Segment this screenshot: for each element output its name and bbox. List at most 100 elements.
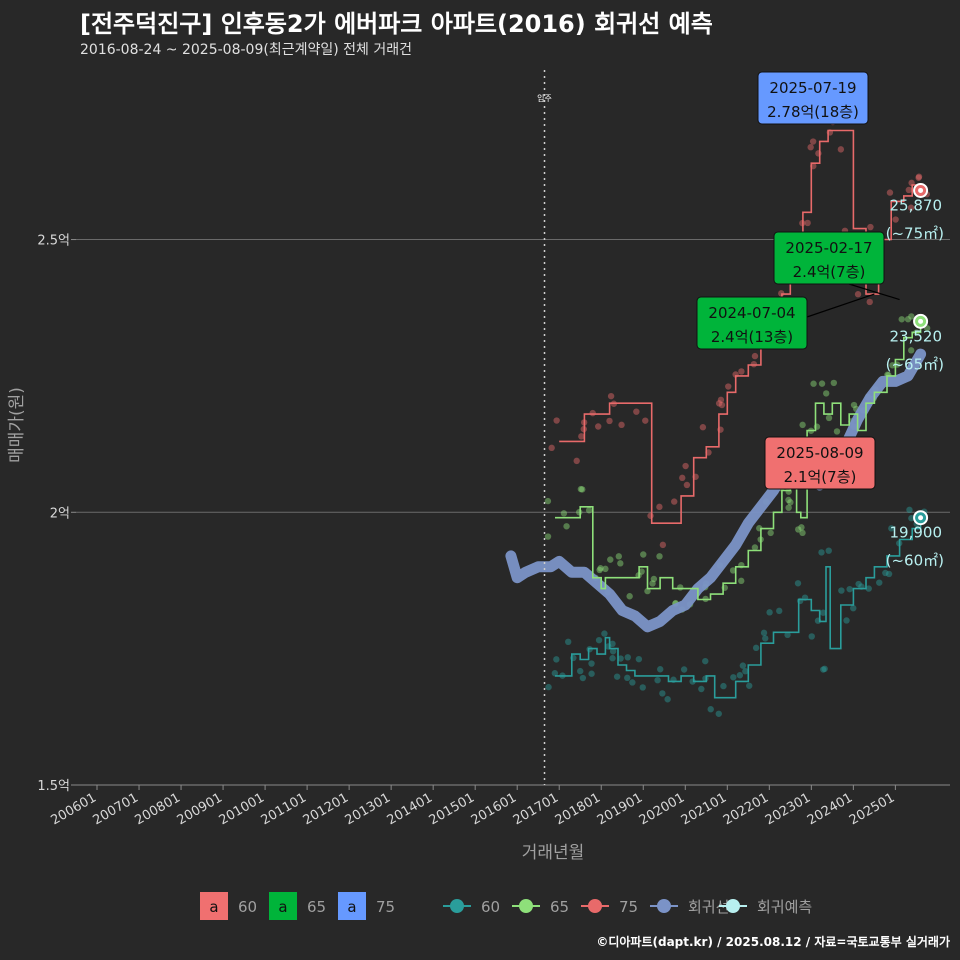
scatter-point: [889, 362, 896, 369]
scatter-point: [588, 660, 595, 667]
scatter-point: [617, 560, 624, 567]
scatter-point: [906, 506, 913, 514]
scatter-point: [905, 186, 913, 194]
scatter-point: [618, 421, 625, 429]
legend-glyph: a: [347, 898, 356, 916]
scatter-point: [787, 499, 794, 506]
scatter-point: [654, 676, 661, 684]
x-tick-label: 200701: [91, 790, 141, 828]
x-tick-label: 201701: [511, 790, 561, 828]
scatter-point: [776, 607, 783, 615]
scatter-point: [585, 507, 593, 514]
scatter-points: [544, 117, 931, 717]
scatter-point: [750, 360, 758, 368]
scatter-point: [639, 684, 646, 691]
scatter-point: [729, 567, 737, 574]
scatter-point: [798, 524, 805, 531]
annotation-value: 2.1억(7층): [784, 468, 857, 486]
scatter-point: [647, 512, 654, 519]
scatter-point: [888, 525, 895, 532]
end-area-label-75: (~75㎡): [886, 224, 944, 242]
scatter-point: [838, 587, 845, 594]
x-tick-label: 201601: [469, 790, 519, 828]
x-tick-label: 201301: [343, 790, 393, 828]
scatter-point: [908, 313, 915, 320]
scatter-point: [578, 433, 585, 440]
scatter-point: [576, 508, 583, 516]
scatter-point: [635, 655, 643, 663]
legend-dot-1: [519, 899, 533, 913]
scatter-point: [799, 529, 806, 537]
y-axis-title: 매매가(원): [7, 387, 27, 463]
legend-dot-3: [657, 899, 671, 913]
scatter-point: [760, 629, 768, 637]
scatter-point: [746, 682, 753, 689]
scatter-point: [715, 400, 723, 407]
scatter-point: [825, 414, 833, 422]
scatter-point: [820, 609, 827, 616]
scatter-point: [818, 380, 826, 387]
series-line-60: [555, 517, 922, 699]
scatter-point: [609, 655, 616, 662]
scatter-point: [854, 291, 862, 298]
x-tick-label: 201001: [217, 790, 267, 828]
scatter-point: [810, 380, 817, 387]
scatter-point: [607, 392, 615, 400]
scatter-point: [679, 474, 686, 482]
scatter-point: [595, 423, 602, 430]
legend-glyph: a: [209, 898, 218, 916]
scatter-point: [738, 577, 745, 585]
x-tick-label: 202201: [721, 790, 771, 828]
scatter-point: [720, 682, 727, 690]
scatter-point: [830, 379, 838, 387]
annotation-box: [764, 436, 876, 490]
scatter-point: [818, 549, 825, 556]
scatter-point: [730, 674, 737, 681]
scatter-point: [553, 656, 560, 663]
scatter-point: [613, 673, 621, 680]
scatter-point: [659, 541, 667, 549]
scatter-point: [682, 462, 689, 470]
scatter-point: [738, 368, 745, 375]
scatter-point: [807, 144, 814, 151]
scatter-point: [560, 510, 568, 517]
scatter-point: [882, 569, 889, 577]
scatter-point: [785, 496, 792, 504]
legend-swatch-75: [338, 892, 366, 920]
x-tick-label: 201401: [385, 790, 435, 828]
scatter-point: [846, 585, 853, 593]
end-area-label-60: (~60㎡): [886, 552, 944, 570]
scatter-point: [664, 696, 671, 703]
scatter-point: [545, 683, 552, 691]
scatter-point: [589, 409, 596, 417]
move-in-label: 입주: [537, 94, 552, 103]
source-caption: ©디아파트(dapt.kr) / 2025.08.12 / 자료=국토교통부 실…: [596, 935, 950, 949]
scatter-point: [855, 580, 862, 588]
scatter-point: [767, 529, 774, 537]
scatter-point: [551, 670, 559, 677]
scatter-point: [825, 547, 832, 554]
scatter-point: [815, 150, 822, 157]
annotation-box: [696, 296, 808, 350]
legend-dot-2: [588, 899, 602, 913]
legend-label-line-3: 회귀선: [688, 898, 729, 916]
x-tick-label: 202001: [637, 790, 687, 828]
x-tick-label: 202101: [679, 790, 729, 828]
annotation-box: [757, 71, 869, 125]
scatter-point: [642, 417, 649, 424]
end-value-label-65: 23,520: [890, 327, 943, 345]
scatter-point: [718, 401, 726, 409]
scatter-point: [915, 173, 923, 180]
scatter-point: [657, 666, 664, 673]
scatter-point: [606, 417, 613, 425]
scatter-point: [809, 138, 817, 145]
annotation-date: 2025-02-17: [785, 239, 872, 257]
scatter-point: [588, 670, 595, 677]
scatter-point: [577, 485, 585, 493]
scatter-point: [644, 587, 651, 595]
x-tick-label: 201501: [427, 790, 477, 828]
scatter-point: [544, 533, 552, 540]
scatter-point: [565, 638, 572, 646]
scatter-point: [725, 383, 732, 390]
scatter-point: [548, 444, 555, 452]
